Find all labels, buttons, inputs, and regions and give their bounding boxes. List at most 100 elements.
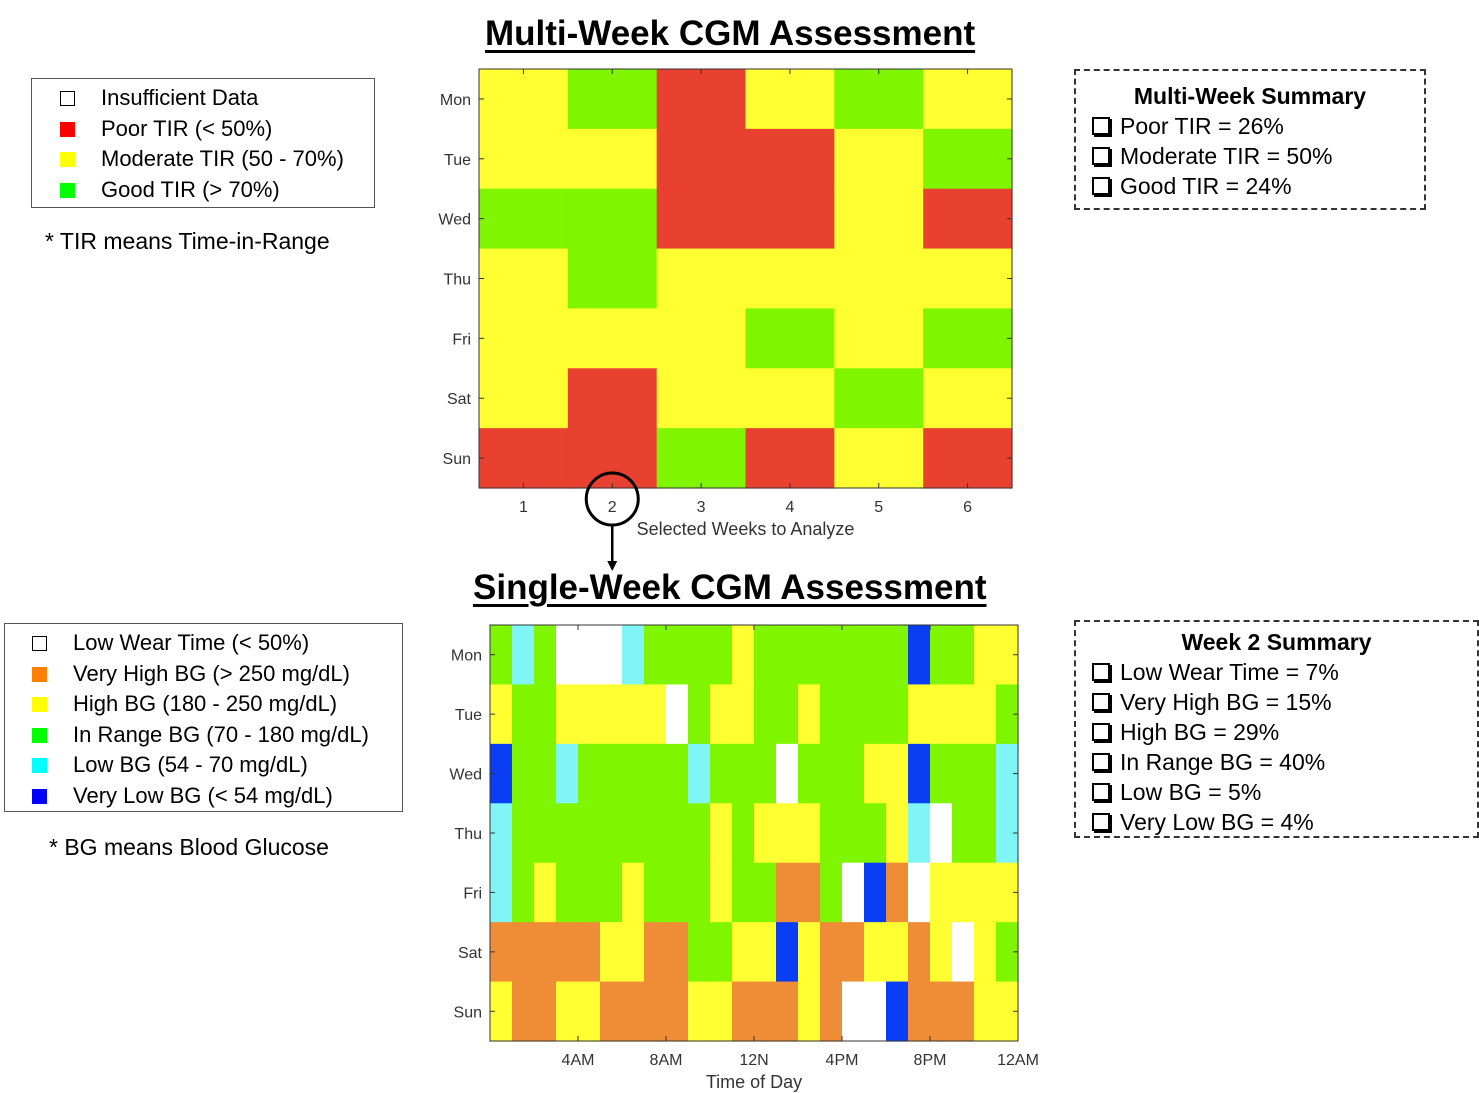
- day-hour-cell: [622, 922, 645, 983]
- week-day-cell: [656, 368, 747, 429]
- day-hour-cell: [842, 743, 865, 804]
- day-hour-cell: [996, 803, 1019, 864]
- single-week-heatmap: Mon Tue Wed Thu Fri Sat Sun 4AM 8AM 12N 4PM 8PM 12AM…: [449, 624, 1039, 1092]
- tir-legend: Insufficient Data Poor TIR (< 50%) Moder…: [31, 78, 375, 208]
- checkbox-icon: [1092, 753, 1110, 771]
- day-hour-cell: [886, 862, 909, 923]
- day-hour-cell: [534, 862, 557, 923]
- day-hour-cell: [556, 684, 579, 745]
- day-hour-cell: [776, 625, 799, 686]
- legend-item-very-low-bg: Very Low BG (< 54 mg/dL): [5, 781, 333, 811]
- day-hour-cell: [556, 743, 579, 804]
- single-week-title: Single-Week CGM Assessment: [473, 568, 987, 607]
- week-day-cell: [834, 69, 924, 130]
- day-hour-cell: [864, 922, 887, 983]
- y-tick-label: Tue: [455, 707, 482, 724]
- y-tick-label: Fri: [463, 885, 482, 902]
- day-hour-cell: [600, 743, 623, 804]
- day-hour-cell: [754, 625, 777, 686]
- day-hour-cell: [644, 803, 667, 864]
- checkbox-icon: [1092, 693, 1110, 711]
- day-hour-cell: [556, 922, 579, 983]
- y-tick-label: Thu: [443, 272, 471, 289]
- summary-row-low-bg: Low BG = 5%: [1076, 777, 1477, 807]
- day-hour-cell: [754, 803, 777, 864]
- day-hour-cell: [666, 862, 689, 923]
- white-square-icon: [32, 635, 47, 651]
- day-hour-cell: [688, 803, 711, 864]
- day-hour-cell: [622, 743, 645, 804]
- day-hour-cell: [688, 862, 711, 923]
- day-hour-cell: [490, 684, 513, 745]
- week-2-summary-box: Week 2 Summary Low Wear Time = 7% Very H…: [1074, 620, 1479, 838]
- day-hour-cell: [930, 684, 953, 745]
- day-hour-cell: [732, 743, 755, 804]
- x-tick-label: 4: [785, 499, 794, 516]
- day-hour-cell: [908, 922, 931, 983]
- day-hour-cell: [820, 684, 843, 745]
- day-hour-cell: [886, 684, 909, 745]
- day-hour-cell: [974, 922, 997, 983]
- x-tick-label: 1: [519, 499, 528, 516]
- week-day-cell: [656, 128, 747, 190]
- y-tick-label: Fri: [452, 331, 471, 348]
- day-hour-cell: [798, 862, 821, 923]
- day-hour-cell: [490, 981, 513, 1042]
- day-hour-cell: [952, 803, 975, 864]
- day-hour-cell: [578, 684, 601, 745]
- week-day-cell: [479, 368, 569, 429]
- day-hour-cell: [666, 625, 689, 686]
- day-hour-cell: [842, 625, 865, 686]
- y-tick-label: Mon: [440, 92, 471, 109]
- week-day-cell: [745, 128, 835, 190]
- x-axis-title: Selected Weeks to Analyze: [637, 519, 855, 539]
- day-hour-cell: [600, 922, 623, 983]
- day-hour-cell: [886, 625, 909, 686]
- day-hour-cell: [666, 684, 689, 745]
- summary-title: Multi-Week Summary: [1133, 83, 1367, 109]
- day-hour-cell: [754, 743, 777, 804]
- day-hour-cell: [974, 981, 997, 1042]
- x-tick-label: 5: [874, 499, 883, 516]
- multi-week-summary-box: Multi-Week Summary Poor TIR = 26% Modera…: [1074, 69, 1426, 210]
- day-hour-cell: [732, 922, 755, 983]
- day-hour-cell: [996, 981, 1019, 1042]
- legend-item-high-bg: High BG (180 - 250 mg/dL): [5, 689, 337, 719]
- day-hour-cell: [974, 862, 997, 923]
- y-tick-label: Wed: [449, 767, 482, 784]
- day-hour-cell: [996, 684, 1019, 745]
- summary-row-high-bg: High BG = 29%: [1076, 717, 1477, 747]
- summary-row-in-range-bg: In Range BG = 40%: [1076, 747, 1477, 777]
- day-hour-cell: [930, 803, 953, 864]
- day-hour-cell: [666, 922, 689, 983]
- day-hour-cell: [666, 743, 689, 804]
- day-hour-cell: [710, 684, 733, 745]
- week-day-cell: [479, 69, 569, 130]
- day-hour-cell: [776, 981, 799, 1042]
- week-day-cell: [656, 69, 747, 130]
- day-hour-cell: [534, 922, 557, 983]
- day-hour-cell: [754, 922, 777, 983]
- week-day-cell: [923, 368, 1013, 429]
- red-square-icon: [60, 121, 75, 137]
- day-hour-cell: [842, 922, 865, 983]
- day-hour-cell: [600, 684, 623, 745]
- week-day-cell: [923, 308, 1013, 369]
- y-tick-label: Sat: [458, 945, 483, 962]
- week-day-cell: [923, 69, 1013, 130]
- day-hour-cell: [732, 981, 755, 1042]
- x-tick-label: 8AM: [650, 1052, 683, 1069]
- day-hour-cell: [952, 743, 975, 804]
- day-hour-cell: [798, 922, 821, 983]
- day-hour-cell: [512, 625, 535, 686]
- x-tick-label: 12N: [739, 1052, 768, 1069]
- day-hour-cell: [710, 922, 733, 983]
- x-tick-label: 12AM: [997, 1052, 1039, 1069]
- day-hour-cell: [952, 625, 975, 686]
- legend-item-insufficient-data: Insufficient Data: [32, 83, 258, 113]
- day-hour-cell: [490, 625, 513, 686]
- week-day-cell: [656, 188, 747, 250]
- week-day-cell: [656, 248, 747, 310]
- day-hour-cell: [842, 981, 865, 1042]
